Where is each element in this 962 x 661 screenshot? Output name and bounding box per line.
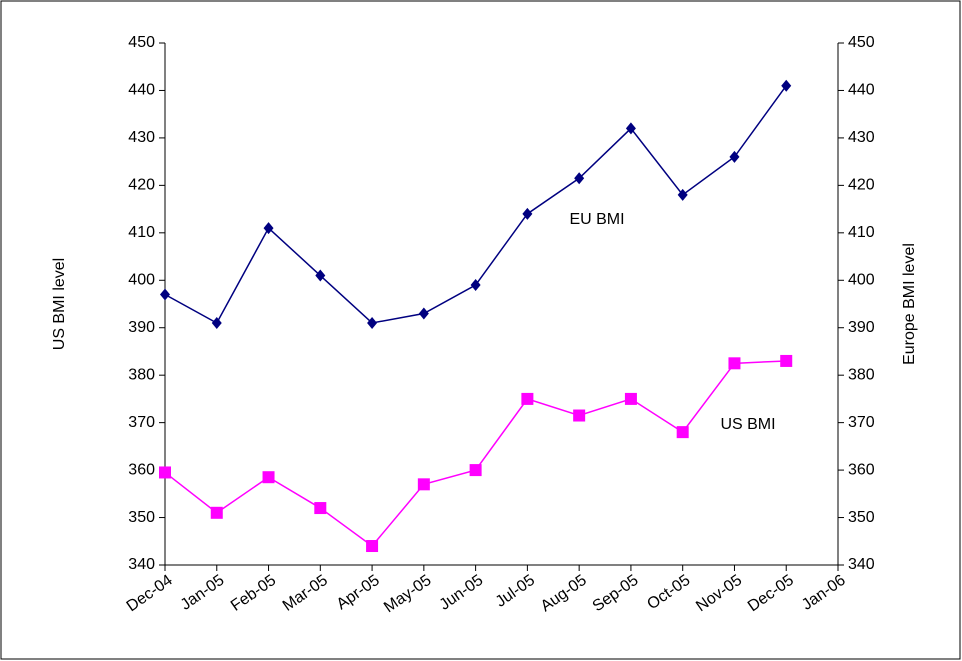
y2-tick-label: 430 — [848, 129, 875, 146]
y-tick-label: 420 — [128, 177, 155, 194]
series-label: EU BMI — [569, 211, 624, 228]
marker — [418, 307, 429, 320]
marker — [573, 409, 586, 422]
marker — [729, 150, 740, 163]
marker — [160, 288, 170, 301]
marker — [522, 207, 533, 220]
y2-tick-label: 340 — [848, 556, 875, 573]
marker — [210, 506, 223, 519]
y2-tick-label: 360 — [848, 461, 875, 478]
marker — [781, 79, 792, 92]
y-tick-label: 340 — [128, 556, 155, 573]
y-tick-label: 400 — [128, 271, 155, 288]
y-tick-label: 440 — [128, 82, 155, 99]
y-tick-label: 450 — [128, 34, 155, 51]
y-tick-label: 410 — [128, 224, 155, 241]
marker — [676, 426, 689, 439]
marker — [263, 222, 274, 235]
y-tick-label: 350 — [128, 509, 155, 526]
marker — [262, 471, 275, 484]
marker — [159, 466, 171, 479]
marker — [625, 122, 636, 135]
marker — [314, 502, 327, 515]
y2-tick-label: 390 — [848, 319, 875, 336]
marker — [470, 279, 481, 292]
y-tick-label: 380 — [128, 366, 155, 383]
y-tick-label: 430 — [128, 129, 155, 146]
y-axis-label: US BMI level — [51, 258, 68, 350]
marker — [574, 172, 585, 185]
y2-tick-label: 440 — [848, 82, 875, 99]
series-label: US BMI — [720, 416, 775, 433]
y2-tick-label: 420 — [848, 177, 875, 194]
y2-tick-label: 350 — [848, 509, 875, 526]
marker — [521, 392, 534, 405]
marker — [677, 188, 688, 201]
y2-tick-label: 380 — [848, 366, 875, 383]
y-tick-label: 390 — [128, 319, 155, 336]
marker — [728, 357, 741, 370]
y2-axis-label: Europe BMI level — [901, 243, 918, 365]
marker — [211, 316, 222, 329]
marker — [624, 392, 637, 405]
marker — [417, 478, 430, 491]
marker — [780, 354, 793, 367]
y-tick-label: 360 — [128, 461, 155, 478]
marker — [366, 540, 379, 553]
y2-tick-label: 400 — [848, 271, 875, 288]
y2-tick-label: 410 — [848, 224, 875, 241]
y2-tick-label: 370 — [848, 414, 875, 431]
marker — [315, 269, 326, 282]
marker — [469, 464, 482, 477]
marker — [367, 316, 378, 329]
y-tick-label: 370 — [128, 414, 155, 431]
y2-tick-label: 450 — [848, 34, 875, 51]
